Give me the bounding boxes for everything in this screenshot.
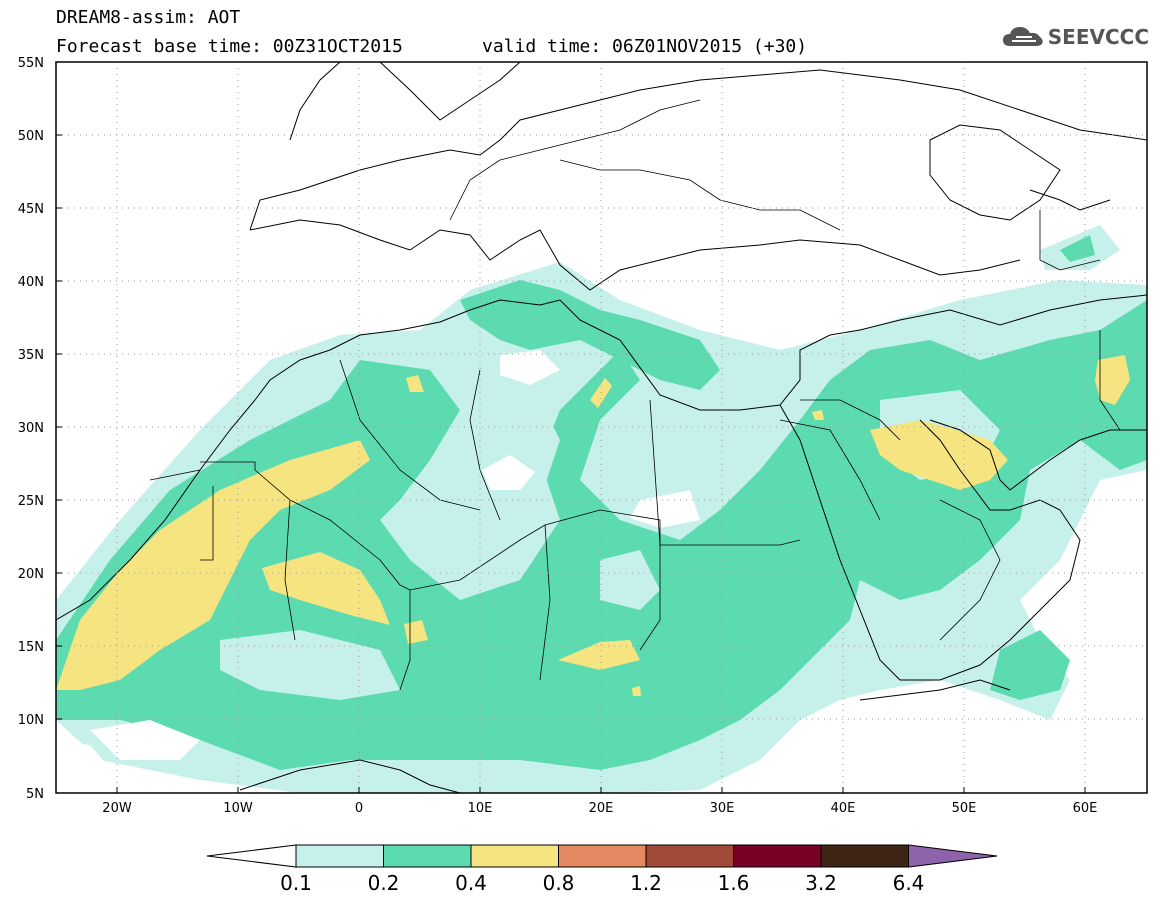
colorbar-bin: [820, 844, 909, 868]
longitude-labels: 20W 10W 0 10E 20E 30E 40E 50E 60E: [102, 801, 1097, 816]
country-borders: [149, 99, 1121, 691]
aot-contours: [56, 225, 1147, 793]
lon-label: 20E: [589, 801, 614, 816]
lon-label: 50E: [952, 801, 977, 816]
colorbar-label: 0.8: [543, 871, 575, 895]
lat-label: 25N: [18, 494, 44, 509]
colorbar-label: 0.4: [455, 871, 487, 895]
colorbar-label: 1.2: [630, 871, 662, 895]
colorbar-label: 6.4: [893, 871, 925, 895]
aot-band-0.4: [56, 355, 1130, 696]
cloud-icon: [1002, 27, 1043, 46]
colorbar-label: 3.2: [805, 871, 837, 895]
lat-label: 20N: [18, 567, 44, 582]
colorbar: 0.1 0.2 0.4 0.8 1.2 1.6 3.2 6.4: [206, 844, 998, 895]
lat-label: 40N: [18, 275, 44, 290]
lat-label: 15N: [18, 640, 44, 655]
coastlines: [56, 62, 1147, 793]
lat-label: 45N: [18, 202, 44, 217]
colorbar-high-arrow: [908, 844, 998, 868]
axis-ticks: [56, 61, 1086, 794]
lat-label: 55N: [18, 56, 44, 71]
lon-label: 60E: [1073, 801, 1098, 816]
colorbar-label: 1.6: [718, 871, 750, 895]
latitude-labels: 5N 10N 15N 20N 25N 30N 35N 40N 45N 50N 5…: [18, 56, 44, 802]
lon-label: 10W: [223, 801, 253, 816]
brand-name: SEEVCCC: [1047, 25, 1149, 49]
map-title: DREAM8-assim: AOT: [56, 7, 241, 28]
lon-label: 30E: [710, 801, 735, 816]
valid-time: valid time: 06Z01NOV2015 (+30): [482, 36, 808, 57]
colorbar-label: 0.2: [368, 871, 400, 895]
colorbar-bin: [558, 844, 647, 868]
colorbar-bin: [733, 844, 822, 868]
lat-label: 30N: [18, 421, 44, 436]
lon-label: 10E: [468, 801, 493, 816]
aot-below-0.1: [56, 350, 700, 793]
lon-label: 0: [355, 801, 363, 816]
lat-label: 50N: [18, 129, 44, 144]
colorbar-low-arrow: [206, 844, 297, 868]
colorbar-bin: [295, 844, 384, 868]
colorbar-label: 0.1: [280, 871, 312, 895]
lat-label: 5N: [26, 787, 44, 802]
lat-label: 35N: [18, 348, 44, 363]
colorbar-bin: [470, 844, 559, 868]
colorbar-bin: [645, 844, 734, 868]
lon-label: 40E: [831, 801, 856, 816]
lat-label: 10N: [18, 713, 44, 728]
lon-label: 20W: [102, 801, 132, 816]
forecast-base-time: Forecast base time: 00Z31OCT2015: [56, 36, 403, 57]
colorbar-bin: [383, 844, 472, 868]
seevccc-logo: SEEVCCC: [1002, 24, 1149, 50]
